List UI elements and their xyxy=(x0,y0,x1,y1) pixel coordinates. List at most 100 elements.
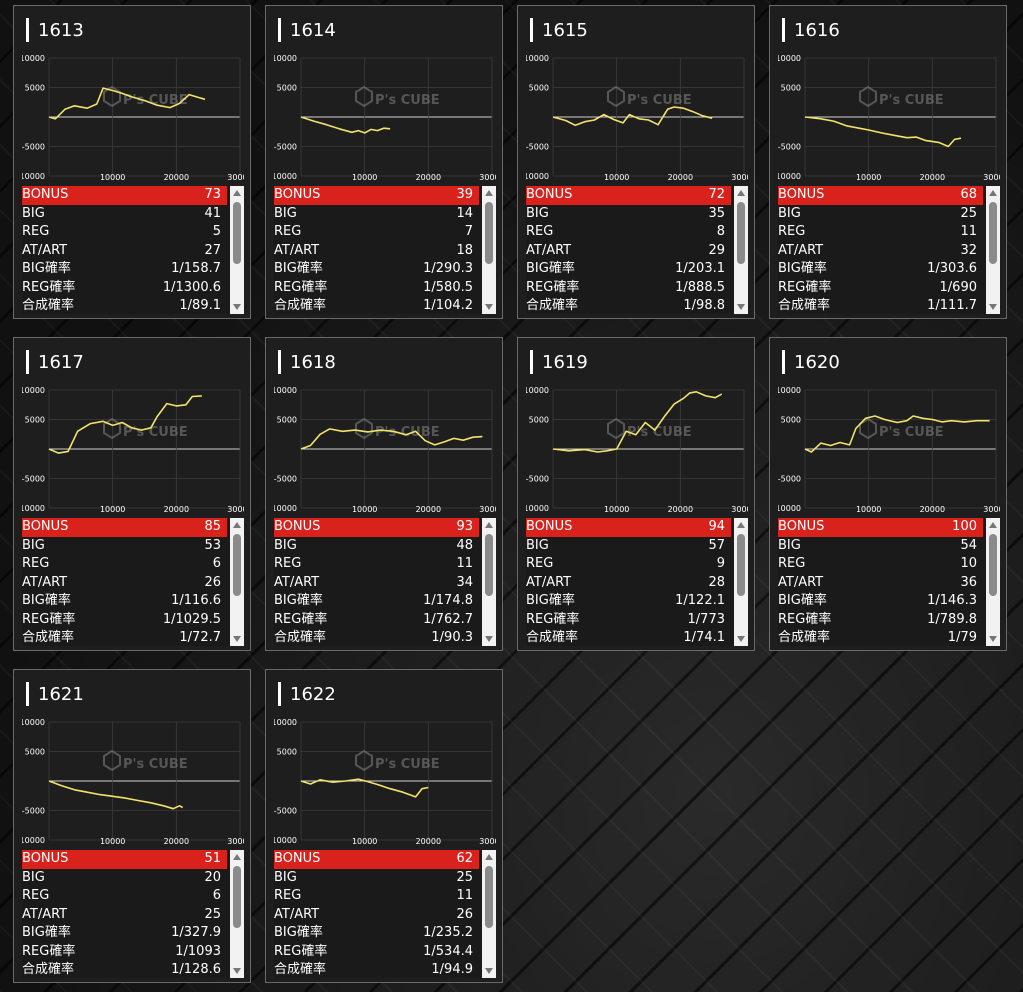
scroll-down-arrow-icon[interactable] xyxy=(989,636,997,642)
stats-scrollbar[interactable] xyxy=(482,186,496,314)
machine-card[interactable]: 1613 10000 5000 -5000 -10000 10000 20000 30000 P… xyxy=(13,5,251,319)
scroll-up-arrow-icon[interactable] xyxy=(233,854,241,860)
chart-grid xyxy=(300,57,493,177)
stats-scrollbar[interactable] xyxy=(734,518,748,646)
stats-panel[interactable]: BONUS 62 BIG 25 REG 11 AT/ART 26 BIG確率 1/235.2 REG… xyxy=(274,850,496,978)
stat-value: 1/90.3 xyxy=(431,630,473,645)
x-tick-label: 10000 xyxy=(352,505,377,514)
stats-panel[interactable]: BONUS 94 BIG 57 REG 9 AT/ART 28 BIG確率 1/122.1 REG確… xyxy=(526,518,748,646)
stat-row: REG確率 1/773 xyxy=(526,611,731,630)
stats-panel[interactable]: BONUS 100 BIG 54 REG 10 AT/ART 36 BIG確率 1/146.3 RE… xyxy=(778,518,1000,646)
y-tick-label: 5000 xyxy=(781,84,801,93)
scroll-thumb[interactable] xyxy=(233,202,241,264)
stats-panel[interactable]: BONUS 72 BIG 35 REG 8 AT/ART 29 BIG確率 1/203.1 REG確… xyxy=(526,186,748,314)
stat-label: REG確率 xyxy=(274,279,328,295)
stats-panel[interactable]: BONUS 68 BIG 25 REG 11 AT/ART 32 BIG確率 1/303.6 REG… xyxy=(778,186,1000,314)
stats-scrollbar[interactable] xyxy=(230,850,244,978)
machine-card[interactable]: 1614 10000 5000 -5000 -10000 10000 20000 30000 P… xyxy=(265,5,503,319)
stat-value: 1/773 xyxy=(687,611,725,627)
scroll-thumb[interactable] xyxy=(485,866,493,928)
scroll-thumb[interactable] xyxy=(989,202,997,264)
y-tick-label: -10000 xyxy=(274,836,297,845)
scroll-down-arrow-icon[interactable] xyxy=(737,636,745,642)
x-tick-label: 20000 xyxy=(164,173,189,182)
stat-value: 11 xyxy=(960,224,977,239)
scroll-down-arrow-icon[interactable] xyxy=(233,968,241,974)
stat-label: BIG確率 xyxy=(778,593,827,608)
stat-value: 9 xyxy=(716,556,725,571)
payout-line xyxy=(300,116,391,134)
y-tick-label: -10000 xyxy=(778,172,801,181)
machine-card[interactable]: 1620 10000 5000 -5000 -10000 10000 20000 30000 P… xyxy=(769,337,1007,651)
stat-label: REG確率 xyxy=(22,611,76,627)
scroll-thumb[interactable] xyxy=(989,534,997,596)
scroll-up-arrow-icon[interactable] xyxy=(485,190,493,196)
scroll-up-arrow-icon[interactable] xyxy=(989,190,997,196)
x-tick-label: 20000 xyxy=(164,837,189,846)
stats-scrollbar[interactable] xyxy=(482,850,496,978)
stats-panel[interactable]: BONUS 93 BIG 48 REG 11 AT/ART 34 BIG確率 1/174.8 REG… xyxy=(274,518,496,646)
scroll-thumb[interactable] xyxy=(737,534,745,596)
scroll-thumb[interactable] xyxy=(485,534,493,596)
scroll-down-arrow-icon[interactable] xyxy=(485,636,493,642)
stat-label: 合成確率 xyxy=(274,298,327,313)
stats-panel[interactable]: BONUS 73 BIG 41 REG 5 AT/ART 27 BIG確率 1/158.7 REG確… xyxy=(22,186,244,314)
machine-card[interactable]: 1619 10000 5000 -5000 -10000 10000 20000 30000 P… xyxy=(517,337,755,651)
machine-card[interactable]: 1617 10000 5000 -5000 -10000 10000 20000 30000 P… xyxy=(13,337,251,651)
machine-card[interactable]: 1622 10000 5000 -5000 -10000 10000 20000 30000 P… xyxy=(265,669,503,983)
scroll-up-arrow-icon[interactable] xyxy=(989,522,997,528)
x-tick-label: 20000 xyxy=(668,505,693,514)
stat-value: 1/1093 xyxy=(175,943,221,959)
machine-card[interactable]: 1621 10000 5000 -5000 -10000 10000 20000 30000 P… xyxy=(13,669,251,983)
stat-value: 36 xyxy=(960,574,977,590)
stats-panel[interactable]: BONUS 39 BIG 14 REG 7 AT/ART 18 BIG確率 1/290.3 REG確… xyxy=(274,186,496,314)
stats-scrollbar[interactable] xyxy=(986,518,1000,646)
stat-row: REG確率 1/762.7 xyxy=(274,611,479,630)
scroll-up-arrow-icon[interactable] xyxy=(485,522,493,528)
stat-label: 合成確率 xyxy=(274,630,327,645)
stat-row: REG 6 xyxy=(22,887,227,906)
stat-label: REG xyxy=(22,556,50,571)
machine-card[interactable]: 1618 10000 5000 -5000 -10000 10000 20000 30000 P… xyxy=(265,337,503,651)
stats-scrollbar[interactable] xyxy=(734,186,748,314)
stat-value: 1/104.2 xyxy=(423,298,473,313)
stat-label: AT/ART xyxy=(526,574,572,590)
scroll-up-arrow-icon[interactable] xyxy=(737,522,745,528)
stats-panel[interactable]: BONUS 85 BIG 53 REG 6 AT/ART 26 BIG確率 1/116.6 REG確… xyxy=(22,518,244,646)
stats-scrollbar[interactable] xyxy=(230,518,244,646)
stats-scrollbar[interactable] xyxy=(482,518,496,646)
stats-scrollbar[interactable] xyxy=(230,186,244,314)
machine-card[interactable]: 1616 10000 5000 -5000 -10000 10000 20000 30000 P… xyxy=(769,5,1007,319)
scroll-thumb[interactable] xyxy=(233,866,241,928)
scroll-down-arrow-icon[interactable] xyxy=(737,304,745,310)
stat-value: 72 xyxy=(708,187,725,202)
scroll-up-arrow-icon[interactable] xyxy=(737,190,745,196)
scroll-thumb[interactable] xyxy=(485,202,493,264)
stat-value: 1/290.3 xyxy=(423,261,473,276)
scroll-up-arrow-icon[interactable] xyxy=(233,190,241,196)
y-tick-label: -10000 xyxy=(22,504,45,513)
stat-label: REG確率 xyxy=(526,279,580,295)
x-tick-label: 20000 xyxy=(164,505,189,514)
stat-label: BIG xyxy=(22,537,45,553)
scroll-up-arrow-icon[interactable] xyxy=(485,854,493,860)
stat-row: BIG 53 xyxy=(22,537,227,556)
stats-panel[interactable]: BONUS 51 BIG 20 REG 6 AT/ART 25 BIG確率 1/327.9 REG確… xyxy=(22,850,244,978)
scroll-down-arrow-icon[interactable] xyxy=(989,304,997,310)
chart-grid xyxy=(300,389,493,509)
scroll-up-arrow-icon[interactable] xyxy=(233,522,241,528)
scroll-thumb[interactable] xyxy=(233,534,241,596)
machine-card[interactable]: 1615 10000 5000 -5000 -10000 10000 20000 30000 P… xyxy=(517,5,755,319)
scroll-down-arrow-icon[interactable] xyxy=(485,968,493,974)
cube-logo-icon xyxy=(103,417,121,440)
stat-label: BIG確率 xyxy=(22,593,71,608)
scroll-down-arrow-icon[interactable] xyxy=(233,636,241,642)
stats-scrollbar[interactable] xyxy=(986,186,1000,314)
stat-value: 1/327.9 xyxy=(171,925,221,940)
stat-row: BIG確率 1/146.3 xyxy=(778,592,983,611)
scroll-thumb[interactable] xyxy=(737,202,745,264)
scroll-down-arrow-icon[interactable] xyxy=(233,304,241,310)
payout-chart: 10000 5000 -5000 -10000 10000 20000 30000 P's C… xyxy=(526,386,748,514)
stat-row: BIG 25 xyxy=(274,869,479,888)
scroll-down-arrow-icon[interactable] xyxy=(485,304,493,310)
